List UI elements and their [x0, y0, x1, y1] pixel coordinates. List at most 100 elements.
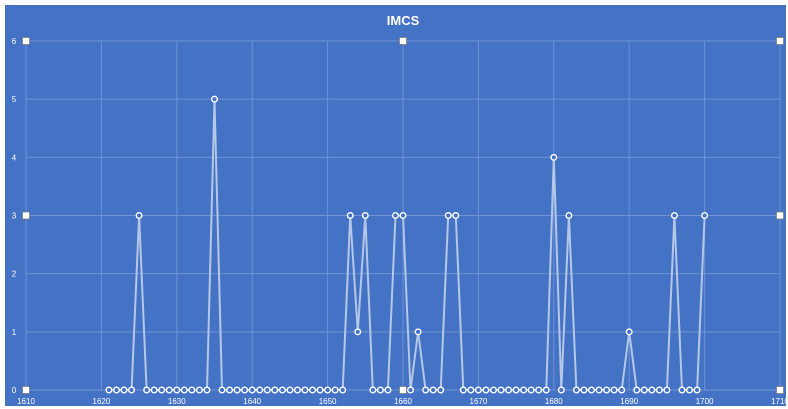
data-point	[195, 386, 203, 394]
data-point	[339, 386, 347, 394]
chart-title: IMCS	[387, 13, 420, 28]
data-point	[663, 386, 671, 394]
data-point	[686, 386, 694, 394]
x-tick-label: 1620	[93, 397, 111, 406]
data-point	[595, 386, 603, 394]
data-point	[180, 386, 188, 394]
data-point	[572, 386, 580, 394]
data-point	[309, 386, 317, 394]
resize-handle[interactable]	[776, 211, 784, 220]
data-point	[391, 211, 399, 219]
data-point	[293, 386, 301, 394]
data-point	[248, 386, 256, 394]
data-point	[603, 386, 611, 394]
data-point	[188, 386, 196, 394]
data-point	[112, 386, 120, 394]
data-point	[693, 386, 701, 394]
data-point	[640, 386, 648, 394]
y-tick-label: 1	[12, 328, 17, 337]
data-point	[331, 386, 339, 394]
x-tick-label: 1640	[243, 397, 261, 406]
x-tick-label: 1700	[696, 397, 714, 406]
resize-handle[interactable]	[776, 37, 784, 45]
data-point	[128, 386, 136, 394]
data-point	[678, 386, 686, 394]
data-point	[286, 386, 294, 394]
y-tick-label: 6	[12, 37, 17, 46]
resize-handle[interactable]	[22, 386, 30, 394]
y-tick-label: 4	[12, 153, 17, 162]
data-point	[670, 211, 678, 219]
data-point	[633, 386, 641, 394]
y-tick-label: 5	[12, 95, 17, 104]
data-point	[527, 386, 535, 394]
x-tick-label: 1680	[545, 397, 563, 406]
data-point	[429, 386, 437, 394]
data-point	[241, 386, 249, 394]
chart-area[interactable]	[5, 5, 786, 406]
series-line-path	[108, 98, 706, 391]
x-tick-label: 1650	[319, 397, 337, 406]
data-point	[467, 386, 475, 394]
data-point	[565, 211, 573, 219]
data-point	[580, 386, 588, 394]
data-point	[505, 386, 513, 394]
selection-handles[interactable]	[22, 37, 784, 394]
data-point	[316, 386, 324, 394]
data-point	[218, 386, 226, 394]
data-point	[535, 386, 543, 394]
data-point	[520, 386, 528, 394]
data-point	[210, 95, 218, 103]
data-point	[512, 386, 520, 394]
data-point	[497, 386, 505, 394]
data-point	[173, 386, 181, 394]
data-point	[557, 386, 565, 394]
data-point	[648, 386, 656, 394]
resize-handle[interactable]	[22, 37, 30, 45]
data-point	[444, 211, 452, 219]
data-point	[324, 386, 332, 394]
resize-handle[interactable]	[399, 386, 407, 394]
data-point	[354, 328, 362, 336]
data-point	[550, 153, 558, 161]
data-point	[278, 386, 286, 394]
data-point	[399, 211, 407, 219]
x-tick-label: 1710	[771, 397, 788, 406]
data-point	[437, 386, 445, 394]
data-point	[588, 386, 596, 394]
data-point	[376, 386, 384, 394]
data-point	[618, 386, 626, 394]
y-tick-label: 2	[12, 270, 17, 279]
resize-handle[interactable]	[776, 386, 784, 394]
data-point	[414, 328, 422, 336]
data-point	[542, 386, 550, 394]
data-point	[346, 211, 354, 219]
data-point	[120, 386, 128, 394]
data-point	[407, 386, 415, 394]
data-point	[165, 386, 173, 394]
data-point	[150, 386, 158, 394]
data-point	[158, 386, 166, 394]
data-point	[361, 211, 369, 219]
data-point	[135, 211, 143, 219]
data-point	[233, 386, 241, 394]
data-point	[655, 386, 663, 394]
data-point	[482, 386, 490, 394]
data-point	[625, 328, 633, 336]
y-tick-label: 0	[12, 386, 17, 395]
data-point	[474, 386, 482, 394]
data-point	[369, 386, 377, 394]
data-point	[271, 386, 279, 394]
data-point	[384, 386, 392, 394]
data-point	[701, 211, 709, 219]
x-tick-label: 1610	[17, 397, 35, 406]
data-point	[422, 386, 430, 394]
data-point	[301, 386, 309, 394]
resize-handle[interactable]	[399, 37, 407, 45]
x-tick-label: 1690	[620, 397, 638, 406]
x-tick-label: 1670	[470, 397, 488, 406]
data-point	[263, 386, 271, 394]
resize-handle[interactable]	[22, 211, 30, 220]
